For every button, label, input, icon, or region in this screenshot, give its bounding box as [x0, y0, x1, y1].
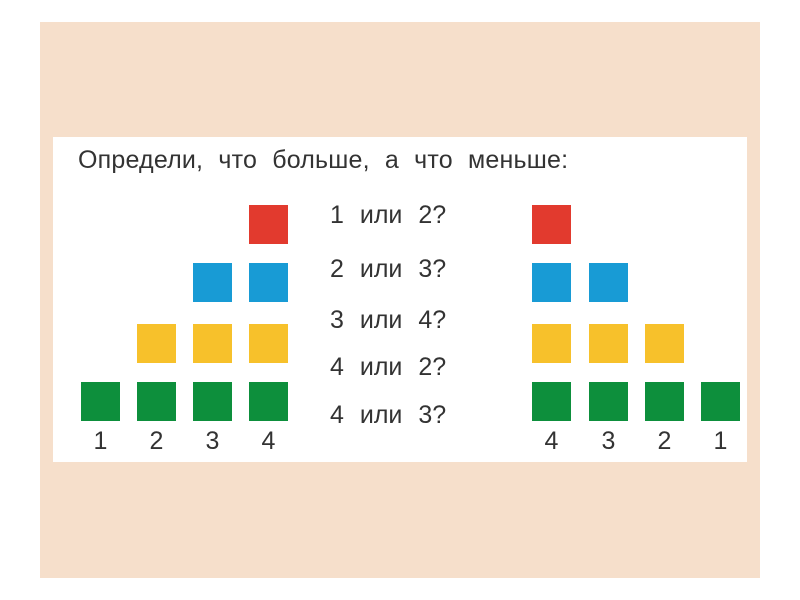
left-column-4-label: 4	[261, 427, 276, 455]
right-column-1-red-square	[532, 205, 571, 244]
task-title: Определи, что больше, а что меньше:	[78, 146, 569, 174]
left-column-4-green-square	[249, 382, 288, 421]
left-column-2-green-square	[137, 382, 176, 421]
right-column-2-blue-square	[589, 263, 628, 302]
question-4: 4 или 2?	[330, 353, 447, 381]
question-1: 1 или 2?	[330, 201, 447, 229]
left-column-2-label: 2	[149, 427, 164, 455]
left-column-3-blue-square	[193, 263, 232, 302]
right-column-1-yellow-square	[532, 324, 571, 363]
right-column-4-green-square	[701, 382, 740, 421]
left-column-1-label: 1	[93, 427, 108, 455]
left-column-3-green-square	[193, 382, 232, 421]
left-column-4-blue-square	[249, 263, 288, 302]
right-column-2-green-square	[589, 382, 628, 421]
right-column-1-blue-square	[532, 263, 571, 302]
question-5: 4 или 3?	[330, 401, 447, 429]
left-column-2-yellow-square	[137, 324, 176, 363]
right-column-3-label: 2	[657, 427, 672, 455]
left-column-3-label: 3	[205, 427, 220, 455]
right-column-3-yellow-square	[645, 324, 684, 363]
left-column-4-red-square	[249, 205, 288, 244]
left-column-4-yellow-square	[249, 324, 288, 363]
right-column-3-green-square	[645, 382, 684, 421]
question-3: 3 или 4?	[330, 306, 447, 334]
question-2: 2 или 3?	[330, 255, 447, 283]
right-column-1-label: 4	[544, 427, 559, 455]
left-column-3-yellow-square	[193, 324, 232, 363]
right-column-2-yellow-square	[589, 324, 628, 363]
left-column-1-green-square	[81, 382, 120, 421]
right-column-4-label: 1	[713, 427, 728, 455]
right-column-2-label: 3	[601, 427, 616, 455]
right-column-1-green-square	[532, 382, 571, 421]
